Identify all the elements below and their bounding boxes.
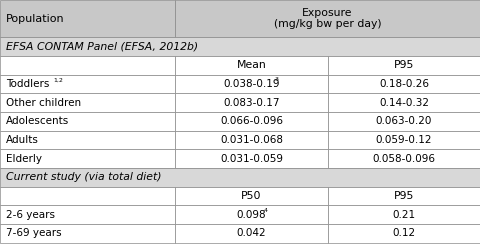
Bar xyxy=(328,56,480,75)
Bar xyxy=(0,131,175,149)
Bar xyxy=(0,56,175,75)
Text: 0.031-0.059: 0.031-0.059 xyxy=(220,154,283,164)
Text: 0.063-0.20: 0.063-0.20 xyxy=(376,116,432,126)
Bar xyxy=(328,224,480,243)
Text: P95: P95 xyxy=(394,191,414,201)
Text: Adults: Adults xyxy=(6,135,39,145)
Text: 3: 3 xyxy=(275,77,278,82)
Text: 0.21: 0.21 xyxy=(392,210,416,220)
Bar xyxy=(328,112,480,131)
Text: Exposure
(mg/kg bw per day): Exposure (mg/kg bw per day) xyxy=(274,8,382,29)
Bar xyxy=(0,37,480,56)
Bar xyxy=(175,205,328,224)
Bar xyxy=(175,187,328,205)
Text: 7-69 years: 7-69 years xyxy=(6,228,62,238)
Bar xyxy=(328,149,480,168)
Text: 4: 4 xyxy=(264,208,267,213)
Text: 0.038-0.19: 0.038-0.19 xyxy=(223,79,280,89)
Text: P50: P50 xyxy=(241,191,262,201)
Text: 2-6 years: 2-6 years xyxy=(6,210,55,220)
Text: Adolescents: Adolescents xyxy=(6,116,70,126)
Bar xyxy=(0,205,175,224)
Text: 0.059-0.12: 0.059-0.12 xyxy=(376,135,432,145)
Text: 0.031-0.068: 0.031-0.068 xyxy=(220,135,283,145)
Bar xyxy=(328,131,480,149)
Text: 0.14-0.32: 0.14-0.32 xyxy=(379,98,429,108)
Bar xyxy=(0,224,175,243)
Bar xyxy=(175,56,328,75)
Text: 0.083-0.17: 0.083-0.17 xyxy=(223,98,280,108)
Bar xyxy=(175,224,328,243)
Text: 0.066-0.096: 0.066-0.096 xyxy=(220,116,283,126)
Bar xyxy=(175,112,328,131)
Bar xyxy=(0,0,175,37)
Text: Current study (via total diet): Current study (via total diet) xyxy=(6,172,162,182)
Bar xyxy=(0,75,175,93)
Text: 0.098: 0.098 xyxy=(237,210,266,220)
Bar xyxy=(328,187,480,205)
Bar xyxy=(175,93,328,112)
Bar xyxy=(0,112,175,131)
Text: 0.12: 0.12 xyxy=(392,228,416,238)
Text: EFSA CONTAM Panel (EFSA, 2012b): EFSA CONTAM Panel (EFSA, 2012b) xyxy=(6,42,198,52)
Text: P95: P95 xyxy=(394,60,414,70)
Bar xyxy=(175,75,328,93)
Bar xyxy=(328,205,480,224)
Bar xyxy=(0,93,175,112)
Bar xyxy=(0,187,175,205)
Text: Other children: Other children xyxy=(6,98,82,108)
Bar xyxy=(175,149,328,168)
Text: 0.058-0.096: 0.058-0.096 xyxy=(372,154,435,164)
Text: 0.18-0.26: 0.18-0.26 xyxy=(379,79,429,89)
Text: Mean: Mean xyxy=(237,60,266,70)
Text: Toddlers: Toddlers xyxy=(6,79,49,89)
Bar xyxy=(328,93,480,112)
Text: 0.042: 0.042 xyxy=(237,228,266,238)
Text: Elderly: Elderly xyxy=(6,154,42,164)
Bar xyxy=(328,75,480,93)
Bar xyxy=(175,131,328,149)
Bar xyxy=(0,149,175,168)
Bar xyxy=(0,168,480,187)
Text: 1,2: 1,2 xyxy=(53,77,63,82)
Bar xyxy=(175,0,480,37)
Text: Population: Population xyxy=(6,14,65,24)
